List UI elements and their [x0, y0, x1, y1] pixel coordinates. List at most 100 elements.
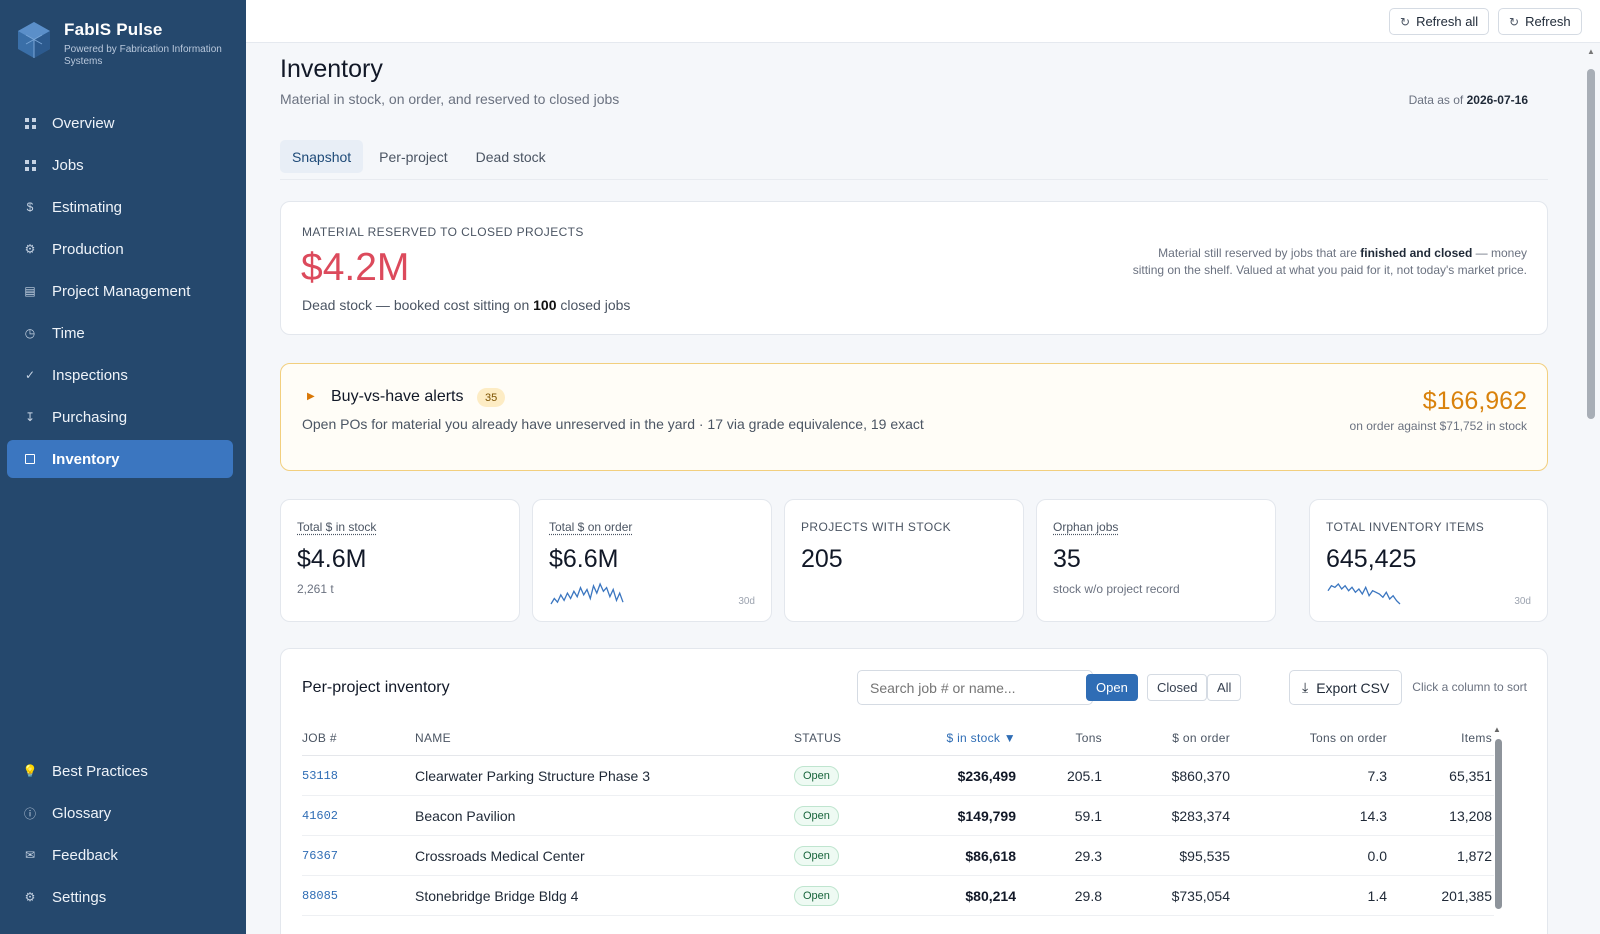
- nav-item-project-management[interactable]: ▤ Project Management: [7, 272, 233, 310]
- export-label: Export CSV: [1316, 679, 1390, 696]
- table-row[interactable]: 41602 Beacon Pavilion Open $149,799 59.1…: [302, 796, 1494, 836]
- export-csv-button[interactable]: ⤓ Export CSV: [1289, 670, 1403, 705]
- job-name: Beacon Pavilion: [415, 808, 516, 824]
- job-link[interactable]: 41602: [302, 809, 339, 823]
- closed-jobs-count: 100: [533, 297, 557, 313]
- alert-title: Buy-vs-have alerts: [331, 388, 464, 405]
- col-tons[interactable]: Tons: [1075, 731, 1102, 745]
- nav-item-best-practices[interactable]: 💡 Best Practices: [7, 752, 233, 790]
- filter-all[interactable]: All: [1207, 674, 1242, 701]
- tons: 205.1: [1066, 768, 1102, 784]
- nav-item-glossary[interactable]: ⓘ Glossary: [7, 794, 233, 832]
- kpi-label: PROJECTS WITH STOCK: [801, 520, 952, 534]
- nav-item-label: Inspections: [52, 366, 128, 384]
- in-stock: $86,618: [965, 848, 1016, 864]
- nav-item-jobs[interactable]: Jobs: [7, 146, 233, 184]
- expand-arrow-icon[interactable]: ▶: [307, 391, 315, 402]
- nav-item-production[interactable]: ⚙ Production: [7, 230, 233, 268]
- buy-vs-have-alert[interactable]: ▶ Buy-vs-have alerts 35 Open POs for mat…: [280, 363, 1548, 471]
- col-tons-on-order[interactable]: Tons on order: [1309, 731, 1387, 745]
- kpi-sub: 2,261 t: [297, 582, 334, 596]
- grid-icon: [23, 158, 37, 172]
- nav-item-label: Project Management: [52, 282, 191, 300]
- data-as-of-label: Data as of: [1408, 93, 1464, 107]
- table-row[interactable]: 76367 Crossroads Medical Center Open $86…: [302, 836, 1494, 876]
- refresh-all-button[interactable]: ↻ Refresh all: [1389, 8, 1490, 35]
- job-link[interactable]: 53118: [302, 769, 339, 783]
- status-badge: Open: [794, 886, 839, 906]
- page-scrollbar[interactable]: ▲: [1583, 43, 1600, 934]
- items: 65,351: [1449, 768, 1492, 784]
- tons-on-order: 14.3: [1359, 808, 1387, 824]
- tons-on-order: 0.0: [1367, 848, 1387, 864]
- tab-snapshot[interactable]: Snapshot: [280, 140, 364, 173]
- kpi-label: TOTAL INVENTORY ITEMS: [1326, 520, 1485, 534]
- col-job[interactable]: JOB #: [302, 731, 337, 745]
- scroll-up-icon[interactable]: ▲: [1493, 725, 1501, 734]
- download-icon: ↧: [24, 410, 36, 424]
- search-input[interactable]: [857, 670, 1093, 705]
- table-row[interactable]: 88085 Stonebridge Bridge Bldg 4 Open $80…: [302, 876, 1494, 916]
- tab-dead-stock[interactable]: Dead stock: [475, 148, 546, 165]
- nav-item-label: Inventory: [52, 450, 120, 468]
- kpi-label[interactable]: Total $ on order: [549, 520, 633, 534]
- dead-stock-description: Material still reserved by jobs that are…: [1127, 245, 1527, 279]
- tab-bar: Snapshot Per-project Dead stock: [280, 140, 558, 173]
- col-name[interactable]: NAME: [415, 731, 451, 745]
- kpi-label[interactable]: Total $ in stock: [297, 520, 377, 534]
- nav-item-purchasing[interactable]: ↧ Purchasing: [7, 398, 233, 436]
- nav-item-feedback[interactable]: ✉ Feedback: [7, 836, 233, 874]
- refresh-button[interactable]: ↻ Refresh: [1498, 8, 1582, 35]
- on-order: $735,054: [1171, 888, 1230, 904]
- kpi-label[interactable]: Orphan jobs: [1053, 520, 1119, 534]
- col-status[interactable]: STATUS: [794, 731, 842, 745]
- scroll-thumb[interactable]: [1495, 739, 1502, 909]
- filter-closed[interactable]: Closed: [1147, 674, 1208, 701]
- filter-open[interactable]: Open: [1086, 674, 1138, 701]
- col-on-order[interactable]: $ on order: [1172, 731, 1230, 745]
- nav-item-estimating[interactable]: $ Estimating: [7, 188, 233, 226]
- mail-icon: ✉: [24, 848, 36, 862]
- brand[interactable]: FabIS Pulse Powered by Fabrication Infor…: [16, 20, 224, 68]
- per-project-table-card: Per-project inventory Open Closed All ⤓ E…: [280, 648, 1548, 934]
- nav-item-overview[interactable]: Overview: [7, 104, 233, 142]
- kpi-orphan-jobs: Orphan jobs 35 stock w/o project record: [1036, 499, 1276, 622]
- col-in-stock[interactable]: $ in stock ▼: [946, 731, 1016, 745]
- tons-on-order: 1.4: [1367, 888, 1387, 904]
- nav-item-inspections[interactable]: ✓ Inspections: [7, 356, 233, 394]
- tons-on-order: 7.3: [1367, 768, 1387, 784]
- kpi-period: 30d: [738, 596, 755, 607]
- on-order: $860,370: [1171, 768, 1230, 784]
- sidebar: FabIS Pulse Powered by Fabrication Infor…: [0, 0, 246, 934]
- gear-icon: ⚙: [24, 242, 36, 256]
- table-scrollbar[interactable]: ▲: [1493, 725, 1503, 909]
- items: 13,208: [1449, 808, 1492, 824]
- nav-item-time[interactable]: ◷ Time: [7, 314, 233, 352]
- kpi-projects-with-stock: PROJECTS WITH STOCK 205: [784, 499, 1024, 622]
- job-link[interactable]: 76367: [302, 849, 339, 863]
- tabs-divider: [280, 179, 1548, 180]
- tons: 29.8: [1074, 888, 1102, 904]
- page-title: Inventory: [280, 55, 383, 83]
- scroll-up-icon[interactable]: ▲: [1587, 47, 1595, 56]
- job-link[interactable]: 88085: [302, 889, 339, 903]
- items: 201,385: [1441, 888, 1492, 904]
- kpi-total-inventory-items: TOTAL INVENTORY ITEMS 645,425 30d: [1309, 499, 1548, 622]
- alert-value: $166,962: [1422, 387, 1527, 415]
- nav-item-label: Best Practices: [52, 762, 148, 780]
- logo-icon: [18, 22, 50, 58]
- refresh-icon: ↻: [1400, 14, 1411, 29]
- refresh-label: Refresh: [1525, 14, 1571, 29]
- gear-icon: ⚙: [24, 890, 36, 904]
- nav-item-inventory[interactable]: Inventory: [7, 440, 233, 478]
- main-nav: Overview Jobs $ Estimating ⚙ Production ▤ P…: [7, 104, 233, 482]
- nav-item-settings[interactable]: ⚙ Settings: [7, 878, 233, 916]
- scroll-thumb[interactable]: [1587, 69, 1595, 419]
- tab-per-project[interactable]: Per-project: [379, 148, 448, 165]
- nav-item-label: Glossary: [52, 804, 112, 822]
- col-items[interactable]: Items: [1461, 731, 1492, 745]
- table-row[interactable]: 53118 Clearwater Parking Structure Phase…: [302, 756, 1494, 796]
- lightbulb-icon: 💡: [22, 764, 38, 778]
- in-stock: $236,499: [957, 768, 1016, 784]
- nav-item-label: Settings: [52, 888, 107, 906]
